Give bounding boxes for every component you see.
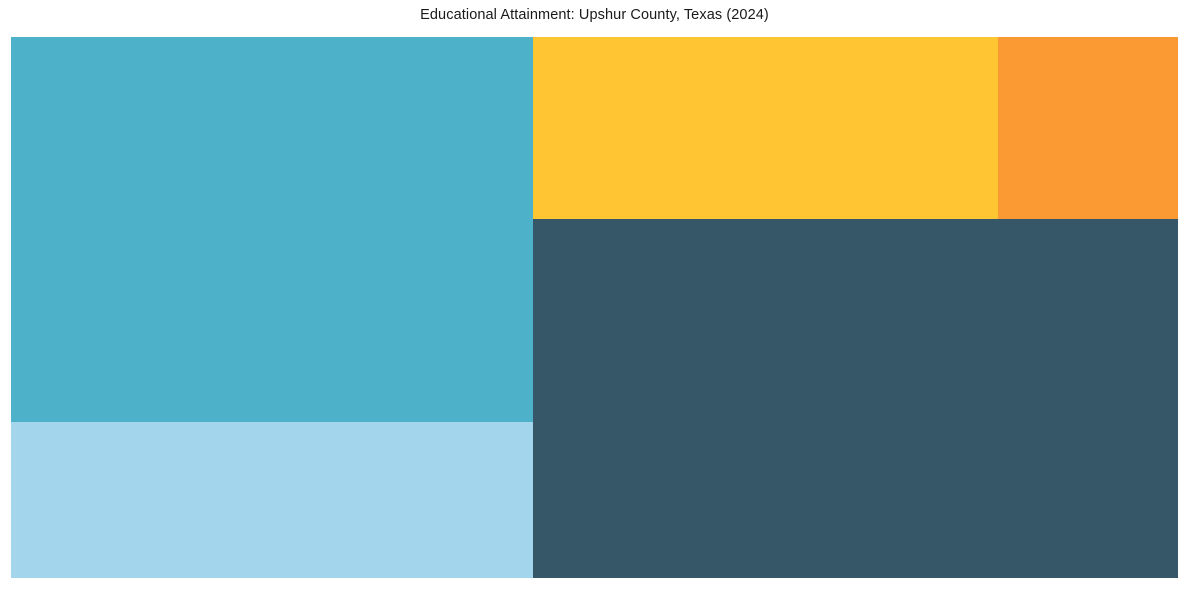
tile-graduate-professional-degree[interactable]: Graduate or professional degree: [998, 37, 1178, 219]
tile-some-college-no-degree[interactable]: Some college, no degree: [11, 37, 533, 422]
treemap-plot-area: High school graduate (includes equivalen…: [11, 37, 1178, 578]
tile-bachelors-degree[interactable]: Bachelor's degree: [533, 37, 998, 219]
chart-title: Educational Attainment: Upshur County, T…: [420, 7, 769, 23]
tile-high-school-graduate[interactable]: High school graduate (includes equivalen…: [533, 219, 1178, 578]
tile-less-than-high-school[interactable]: Less than high school diploma: [11, 422, 533, 578]
